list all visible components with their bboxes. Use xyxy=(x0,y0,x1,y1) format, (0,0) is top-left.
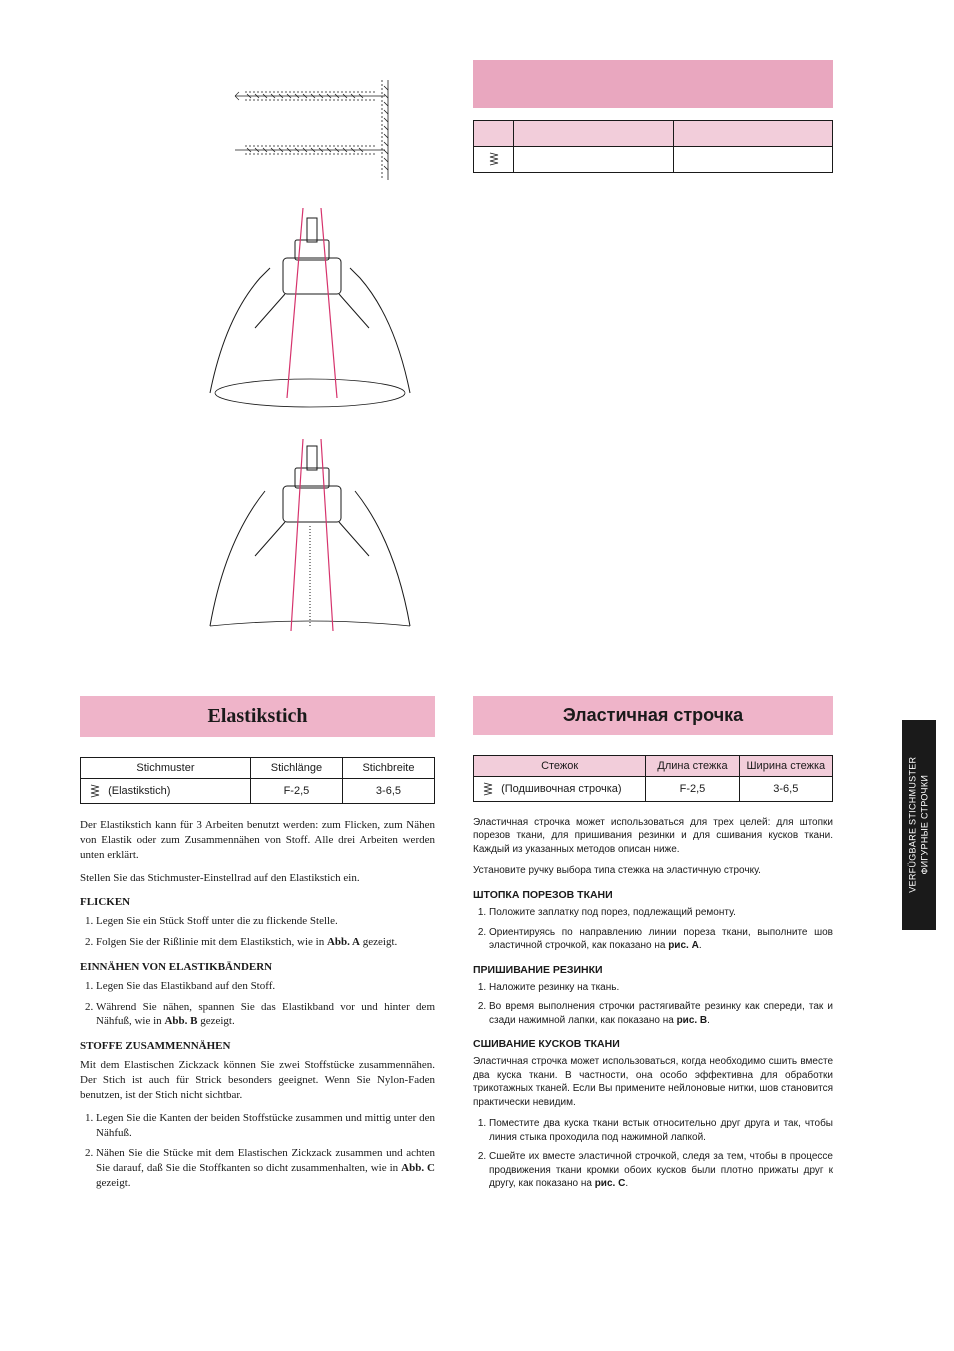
illustration-block xyxy=(170,80,450,670)
right-h3-p: Эластичная строчка может использоваться,… xyxy=(473,1055,833,1109)
right-h1-li1: Положите заплатку под порез, подлежащий … xyxy=(489,906,833,920)
mini-th-2 xyxy=(514,121,674,147)
left-h3-li2: Nähen Sie die Stücke mit dem Elastischen… xyxy=(96,1146,435,1191)
mini-th-icon xyxy=(474,121,514,147)
elastic-stitch-icon xyxy=(488,151,500,167)
side-tab-text: VERFÜGBARE STICHMUSTER ФИГУРНЫЕ СТРОЧКИ xyxy=(907,757,930,893)
th-pattern-ru: Стежок xyxy=(474,755,646,776)
td-pattern-ru: (Подшивочная строчка) xyxy=(474,776,646,801)
td-width: 3-6,5 xyxy=(342,779,434,804)
left-h1-list: Legen Sie ein Stück Stoff unter die zu f… xyxy=(80,914,435,950)
th-length-ru: Длина стежка xyxy=(646,755,739,776)
right-title: Эластичная строчка xyxy=(473,705,833,726)
left-title-bar: Elastikstich xyxy=(80,696,435,737)
pink-banner xyxy=(473,60,833,108)
right-h2-li1: Наложите резинку на ткань. xyxy=(489,981,833,995)
side-tab: VERFÜGBARE STICHMUSTER ФИГУРНЫЕ СТРОЧКИ xyxy=(902,720,936,930)
td-pattern: (Elastikstich) xyxy=(81,779,251,804)
figure-c-foot xyxy=(195,431,425,646)
left-column: Elastikstich Stichmuster Stichlänge Stic… xyxy=(80,60,435,1197)
th-width-ru: Ширина стежка xyxy=(739,755,832,776)
left-intro1: Der Elastikstich kann für 3 Arbeiten ben… xyxy=(80,818,435,863)
left-h1-li1: Legen Sie ein Stück Stoff unter die zu f… xyxy=(96,914,435,929)
right-column: Эластичная строчка Стежок Длина стежка Ш… xyxy=(473,60,833,1197)
left-body: Der Elastikstich kann für 3 Arbeiten ben… xyxy=(80,818,435,1197)
right-h3: СШИВАНИЕ КУСКОВ ТКАНИ xyxy=(473,1037,833,1051)
left-h3-p: Mit dem Elastischen Zickzack können Sie … xyxy=(80,1058,435,1103)
mini-td-3 xyxy=(673,147,833,173)
td-length: F-2,5 xyxy=(250,779,342,804)
right-h1: ШТОПКА ПОРЕЗОВ ТКАНИ xyxy=(473,888,833,902)
td-width-ru: 3-6,5 xyxy=(739,776,832,801)
th-width: Stichbreite xyxy=(342,758,434,779)
mini-th-3 xyxy=(673,121,833,147)
figure-b-foot xyxy=(195,198,425,413)
right-h3-li1: Поместите два куска ткани встык относите… xyxy=(489,1117,833,1144)
right-stitch-table: Стежок Длина стежка Ширина стежка (Подши… xyxy=(473,755,833,802)
mini-td-icon xyxy=(474,147,514,173)
left-h2-li2: Während Sie nähen, spannen Sie das Elast… xyxy=(96,1000,435,1030)
td-pattern-label-ru: (Подшивочная строчка) xyxy=(501,783,621,795)
left-h2-li1: Legen Sie das Elastikband auf den Stoff. xyxy=(96,979,435,994)
left-h3-list: Legen Sie die Kanten der beiden Stoffstü… xyxy=(80,1111,435,1191)
mini-td-2 xyxy=(514,147,674,173)
left-h3: STOFFE ZUSAMMENNÄHEN xyxy=(80,1039,435,1054)
right-h2-li2: Во время выполнения строчки растягивайте… xyxy=(489,1000,833,1027)
right-h2: ПРИШИВАНИЕ РЕЗИНКИ xyxy=(473,963,833,977)
right-h2-list: Наложите резинку на ткань. Во время выпо… xyxy=(473,981,833,1028)
left-title: Elastikstich xyxy=(80,705,435,728)
th-length: Stichlänge xyxy=(250,758,342,779)
figure-a-stitches xyxy=(215,80,405,180)
right-title-bar: Эластичная строчка xyxy=(473,696,833,735)
left-h1-li2: Folgen Sie der Rißlinie mit dem Elastiks… xyxy=(96,935,435,950)
td-length-ru: F-2,5 xyxy=(646,776,739,801)
right-h1-li2: Ориентируясь по направлению линии пореза… xyxy=(489,926,833,953)
elastic-stitch-icon xyxy=(482,781,494,797)
right-intro1: Эластичная строчка может использоваться … xyxy=(473,816,833,857)
right-intro2: Установите ручку выбора типа стежка на э… xyxy=(473,864,833,878)
td-pattern-label: (Elastikstich) xyxy=(108,785,170,797)
th-pattern: Stichmuster xyxy=(81,758,251,779)
page-content: Elastikstich Stichmuster Stichlänge Stic… xyxy=(0,0,954,1237)
mini-table-top xyxy=(473,120,833,173)
left-h1: FLICKEN xyxy=(80,895,435,910)
elastic-stitch-icon xyxy=(89,783,101,799)
left-intro2: Stellen Sie das Stichmuster-Einstellrad … xyxy=(80,871,435,886)
left-h2-list: Legen Sie das Elastikband auf den Stoff.… xyxy=(80,979,435,1030)
right-h3-li2: Сшейте их вместе эластичной строчкой, сл… xyxy=(489,1150,833,1191)
left-h2: EINNÄHEN VON ELASTIKBÄNDERN xyxy=(80,960,435,975)
left-h3-li1: Legen Sie die Kanten der beiden Stoffstü… xyxy=(96,1111,435,1141)
left-stitch-table: Stichmuster Stichlänge Stichbreite (Elas… xyxy=(80,757,435,804)
right-h3-list: Поместите два куска ткани встык относите… xyxy=(473,1117,833,1191)
right-h1-list: Положите заплатку под порез, подлежащий … xyxy=(473,906,833,953)
right-body: Эластичная строчка может использоваться … xyxy=(473,816,833,1197)
